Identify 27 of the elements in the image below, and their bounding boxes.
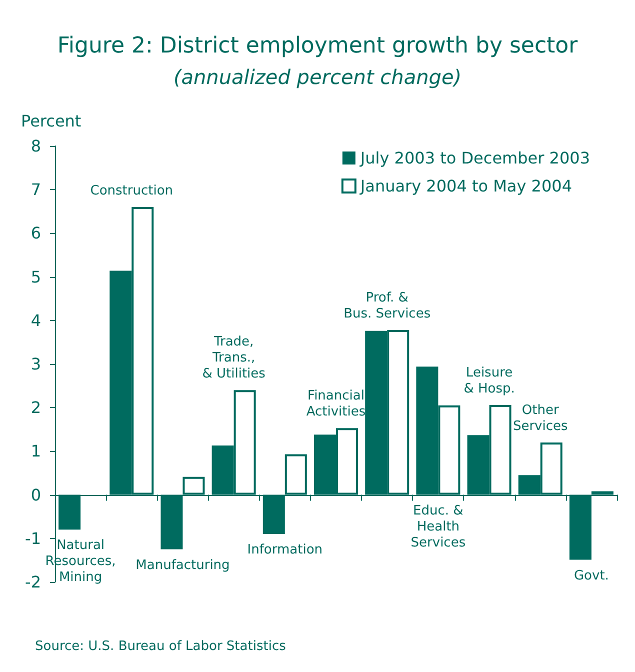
y-tick-label: 0: [30, 485, 41, 504]
legend-label: January 2004 to May 2004: [359, 176, 572, 196]
x-tick-label: Manufacturing: [136, 558, 230, 573]
x-tick-label: Educ. & Health Services: [410, 503, 466, 550]
x-tick-label: Govt.: [574, 568, 609, 584]
x-tick-label: Construction: [90, 184, 174, 199]
x-tick-label: Information: [247, 542, 323, 558]
x-tick-label: Trade, Trans., & Utilities: [202, 334, 266, 382]
source-note: Source: U.S. Bureau of Labor Statistics: [35, 639, 286, 654]
y-tick-label: 1: [30, 442, 41, 461]
y-tick-label: -2: [25, 572, 41, 592]
x-tick-label: Financial Activities: [306, 388, 366, 420]
y-tick-label: 5: [30, 267, 41, 286]
y-tick-label: 6: [30, 224, 41, 243]
y-tick-label: 2: [30, 398, 41, 418]
y-axis-title: Percent: [21, 112, 82, 130]
x-tick-label: Leisure & Hosp.: [464, 365, 515, 396]
y-tick-label: 3: [30, 354, 41, 374]
y-tick-label: -1: [25, 528, 41, 548]
chart-title: Figure 2: District employment growth by sector: [57, 34, 579, 58]
x-tick-label: Other Services: [512, 402, 568, 434]
y-tick-label: 7: [30, 180, 41, 200]
chart-subtitle: (annualized percent change): [173, 65, 462, 89]
x-tick-label: Prof. & Bus. Services: [344, 290, 431, 322]
y-tick-label: 4: [30, 310, 41, 330]
legend-label: July 2003 to December 2003: [359, 148, 590, 168]
y-tick-label: 8: [30, 136, 41, 156]
